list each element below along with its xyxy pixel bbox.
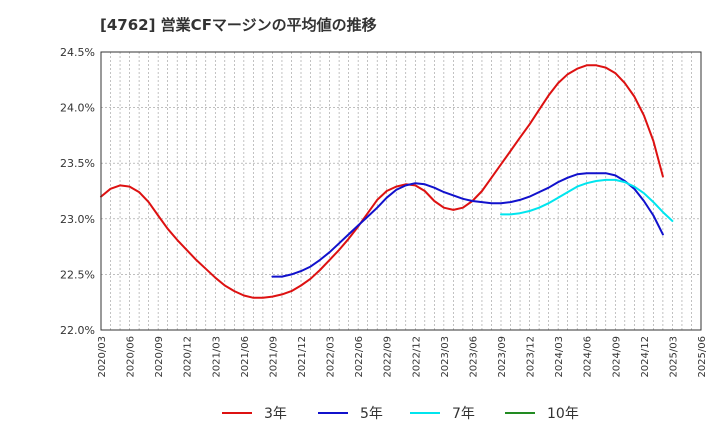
x-tick-label: 2020/03 — [97, 336, 108, 378]
y-tick-label: 24.0% — [60, 102, 95, 115]
series-line-3年 — [100, 64, 664, 299]
series-line-5年 — [271, 172, 664, 278]
y-tick-label: 23.5% — [60, 157, 95, 170]
y-axis-ticks: 22.0% 22.5% 23.0% 23.5% 24.0% 24.5% — [60, 46, 95, 337]
x-tick-label: 2024/12 — [640, 336, 651, 378]
x-tick-label: 2021/03 — [211, 336, 222, 378]
x-tick-label: 2022/03 — [326, 336, 337, 378]
x-tick-label: 2024/06 — [583, 336, 594, 378]
x-tick-label: 2022/09 — [383, 336, 394, 378]
plot-frame — [100, 51, 702, 331]
x-tick-label: 2021/09 — [268, 336, 279, 378]
legend-label: 5年 — [360, 406, 383, 422]
legend: 3年 5年 7年 10年 — [222, 406, 579, 422]
y-tick-label: 22.0% — [60, 324, 95, 337]
x-tick-label: 2025/03 — [668, 336, 679, 378]
x-tick-label: 2023/12 — [526, 336, 537, 378]
x-tick-label: 2022/06 — [354, 336, 365, 378]
legend-label: 10年 — [547, 406, 579, 422]
grid — [101, 52, 701, 330]
series-lines — [100, 64, 674, 299]
x-tick-label: 2023/09 — [497, 336, 508, 378]
x-tick-label: 2020/12 — [183, 336, 194, 378]
series-line-7年 — [500, 178, 674, 222]
x-tick-label: 2024/09 — [611, 336, 622, 378]
legend-label: 7年 — [452, 406, 475, 422]
y-tick-label: 24.5% — [60, 46, 95, 59]
x-tick-label: 2025/06 — [697, 336, 708, 378]
x-axis-ticks: 2020/03 2020/06 2020/09 2020/12 2021/03 2021/… — [97, 336, 708, 378]
y-tick-label: 22.5% — [60, 268, 95, 281]
x-tick-label: 2022/12 — [411, 336, 422, 378]
legend-label: 3年 — [264, 406, 287, 422]
x-tick-label: 2021/06 — [240, 336, 251, 378]
x-tick-label: 2021/12 — [297, 336, 308, 378]
x-tick-label: 2023/06 — [468, 336, 479, 378]
chart-title: [4762] 営業CFマージンの平均値の推移 — [100, 16, 377, 34]
x-tick-label: 2020/06 — [126, 336, 137, 378]
x-tick-label: 2024/03 — [554, 336, 565, 378]
x-tick-label: 2020/09 — [154, 336, 165, 378]
y-tick-label: 23.0% — [60, 213, 95, 226]
x-tick-label: 2023/03 — [440, 336, 451, 378]
